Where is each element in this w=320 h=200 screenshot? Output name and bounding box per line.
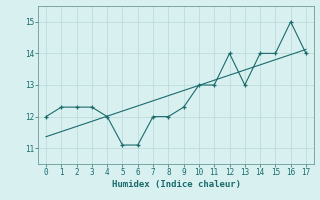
- X-axis label: Humidex (Indice chaleur): Humidex (Indice chaleur): [111, 180, 241, 189]
